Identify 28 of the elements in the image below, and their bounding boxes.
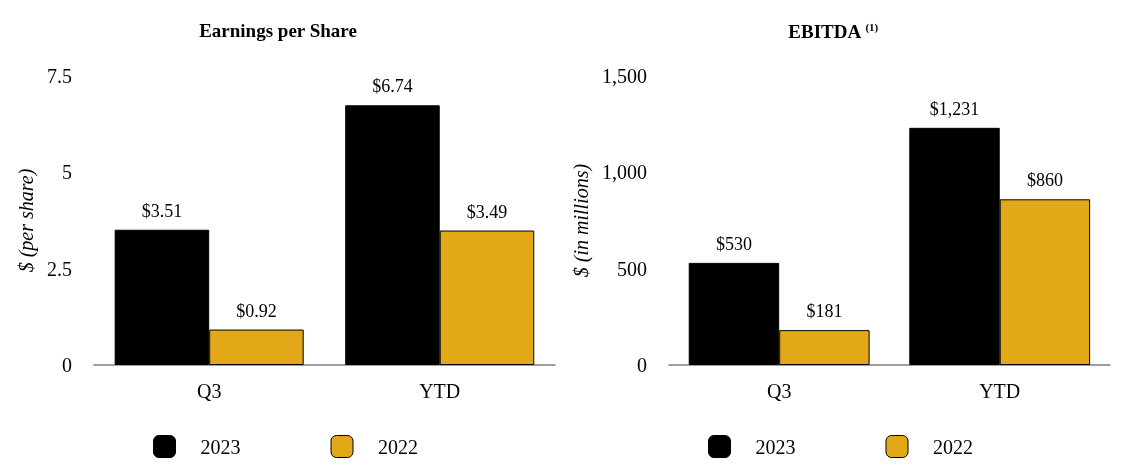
legend-label: 2023 <box>755 435 796 458</box>
data-label: $0.92 <box>236 300 277 321</box>
y-tick-label: 500 <box>616 257 647 280</box>
y-tick-label: 0 <box>61 354 72 376</box>
chart-title: EBITDA (1) <box>788 20 879 42</box>
legend-label: 2022 <box>378 435 418 458</box>
data-label: $3.49 <box>466 201 508 222</box>
legend-label: 2022 <box>933 435 973 458</box>
data-label: $530 <box>715 233 752 254</box>
data-label: $860 <box>1026 170 1063 191</box>
y-tick-label: 5 <box>61 161 72 184</box>
y-axis-title: $ (in millions) <box>570 163 593 278</box>
chart-title: Earnings per Share <box>199 20 357 41</box>
data-label: $181 <box>806 301 843 322</box>
y-tick-label: 1,500 <box>601 65 647 87</box>
legend-label: 2023 <box>200 435 241 458</box>
y-tick-label: 0 <box>636 354 647 376</box>
x-tick-label: YTD <box>419 380 461 402</box>
y-tick-label: 1,000 <box>601 161 647 184</box>
x-tick-label: YTD <box>979 380 1021 402</box>
data-label: $1,231 <box>929 98 980 119</box>
x-tick-label: Q3 <box>196 380 222 402</box>
y-tick-label: 7.5 <box>46 65 72 87</box>
y-tick-label: 2.5 <box>46 257 72 280</box>
data-label: $3.51 <box>141 200 183 221</box>
x-tick-label: Q3 <box>766 380 792 402</box>
y-axis-title: $ (per share) <box>15 168 38 273</box>
data-label: $6.74 <box>372 76 413 97</box>
